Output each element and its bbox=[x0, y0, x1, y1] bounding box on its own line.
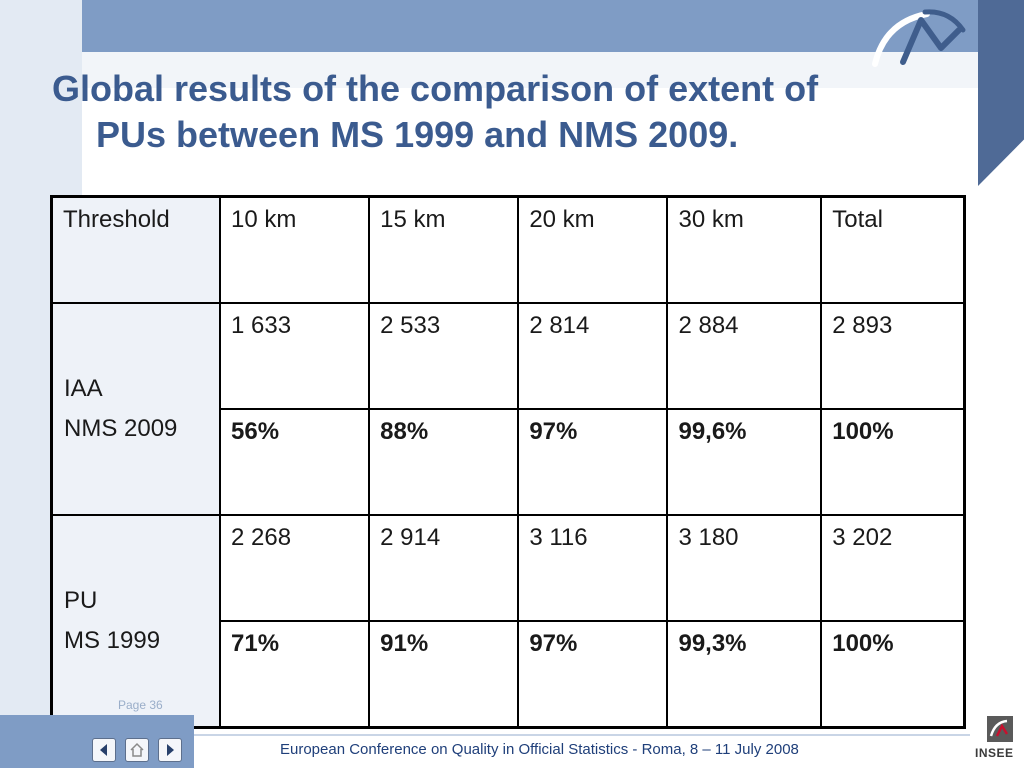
insee-logo-icon bbox=[987, 716, 1013, 742]
slide-title: Global results of the comparison of exte… bbox=[52, 66, 952, 158]
table-cell: 2 268 bbox=[218, 514, 371, 622]
row-group-label-line1: PU bbox=[64, 587, 98, 614]
next-slide-button[interactable] bbox=[158, 738, 182, 762]
header-20km: 20 km bbox=[517, 195, 669, 304]
row-group-label-line1: IAA bbox=[64, 375, 103, 402]
row-group-label: PU MS 1999 bbox=[50, 514, 221, 729]
table-cell: 2 893 bbox=[820, 302, 966, 410]
table-cell: 2 533 bbox=[368, 302, 520, 410]
row-group-label: IAA NMS 2009 bbox=[50, 302, 221, 516]
table-row: 71% 91% 97% 99,3% 100% bbox=[52, 620, 966, 729]
table-cell: 3 180 bbox=[666, 514, 823, 622]
home-button[interactable] bbox=[125, 738, 149, 762]
header-total: Total bbox=[820, 195, 966, 304]
table-row: 56% 88% 97% 99,6% 100% bbox=[52, 408, 966, 516]
top-light-band bbox=[82, 52, 978, 88]
table-cell: 97% bbox=[517, 620, 669, 729]
table-cell: 2 914 bbox=[368, 514, 520, 622]
table-cell: 3 116 bbox=[517, 514, 669, 622]
page-number: Page 36 bbox=[118, 698, 163, 712]
table-cell: 99,3% bbox=[666, 620, 823, 729]
table-cell: 100% bbox=[820, 620, 966, 729]
insee-logo: INSEE bbox=[975, 716, 1021, 766]
table-cell: 100% bbox=[820, 408, 966, 516]
table-header-row: Threshold 10 km 15 km 20 km 30 km Total bbox=[50, 195, 966, 304]
table-row: IAA NMS 2009 1 633 2 533 2 814 2 884 2 8… bbox=[50, 302, 966, 516]
top-background-band bbox=[82, 0, 978, 52]
table-cell: 88% bbox=[368, 408, 520, 516]
table-cell: 99,6% bbox=[666, 408, 823, 516]
row-group-label-line2: MS 1999 bbox=[64, 627, 161, 654]
table-row: PU MS 1999 2 268 2 914 3 116 3 180 3 202 bbox=[50, 514, 966, 729]
header-10km: 10 km bbox=[218, 195, 371, 304]
table-cell: 1 633 bbox=[218, 302, 371, 410]
right-corner-band bbox=[978, 0, 1024, 186]
footer-divider bbox=[194, 734, 970, 736]
header-threshold: Threshold bbox=[50, 195, 221, 304]
table-cell: 71% bbox=[218, 620, 371, 729]
slide-title-line2: PUs between MS 1999 and NMS 2009. bbox=[96, 114, 739, 155]
table-cell: 91% bbox=[368, 620, 520, 729]
results-table: Threshold 10 km 15 km 20 km 30 km Total … bbox=[50, 195, 966, 729]
home-icon bbox=[130, 742, 144, 757]
header-30km: 30 km bbox=[666, 195, 823, 304]
table-cell: 2 814 bbox=[517, 302, 669, 410]
header-15km: 15 km bbox=[368, 195, 520, 304]
footer-conference-text: European Conference on Quality in Offici… bbox=[280, 741, 799, 758]
row-group-label-line2: NMS 2009 bbox=[64, 415, 178, 442]
table-cell: 56% bbox=[218, 408, 371, 516]
arrow-left-icon bbox=[100, 744, 107, 756]
arrow-right-icon bbox=[167, 744, 174, 756]
table-cell: 3 202 bbox=[820, 514, 966, 622]
insee-logo-text: INSEE bbox=[975, 746, 1014, 760]
previous-slide-button[interactable] bbox=[92, 738, 116, 762]
slide-title-line1: Global results of the comparison of exte… bbox=[52, 68, 819, 109]
table-cell: 2 884 bbox=[666, 302, 823, 410]
table-cell: 97% bbox=[517, 408, 669, 516]
conference-logo-icon bbox=[872, 9, 966, 67]
